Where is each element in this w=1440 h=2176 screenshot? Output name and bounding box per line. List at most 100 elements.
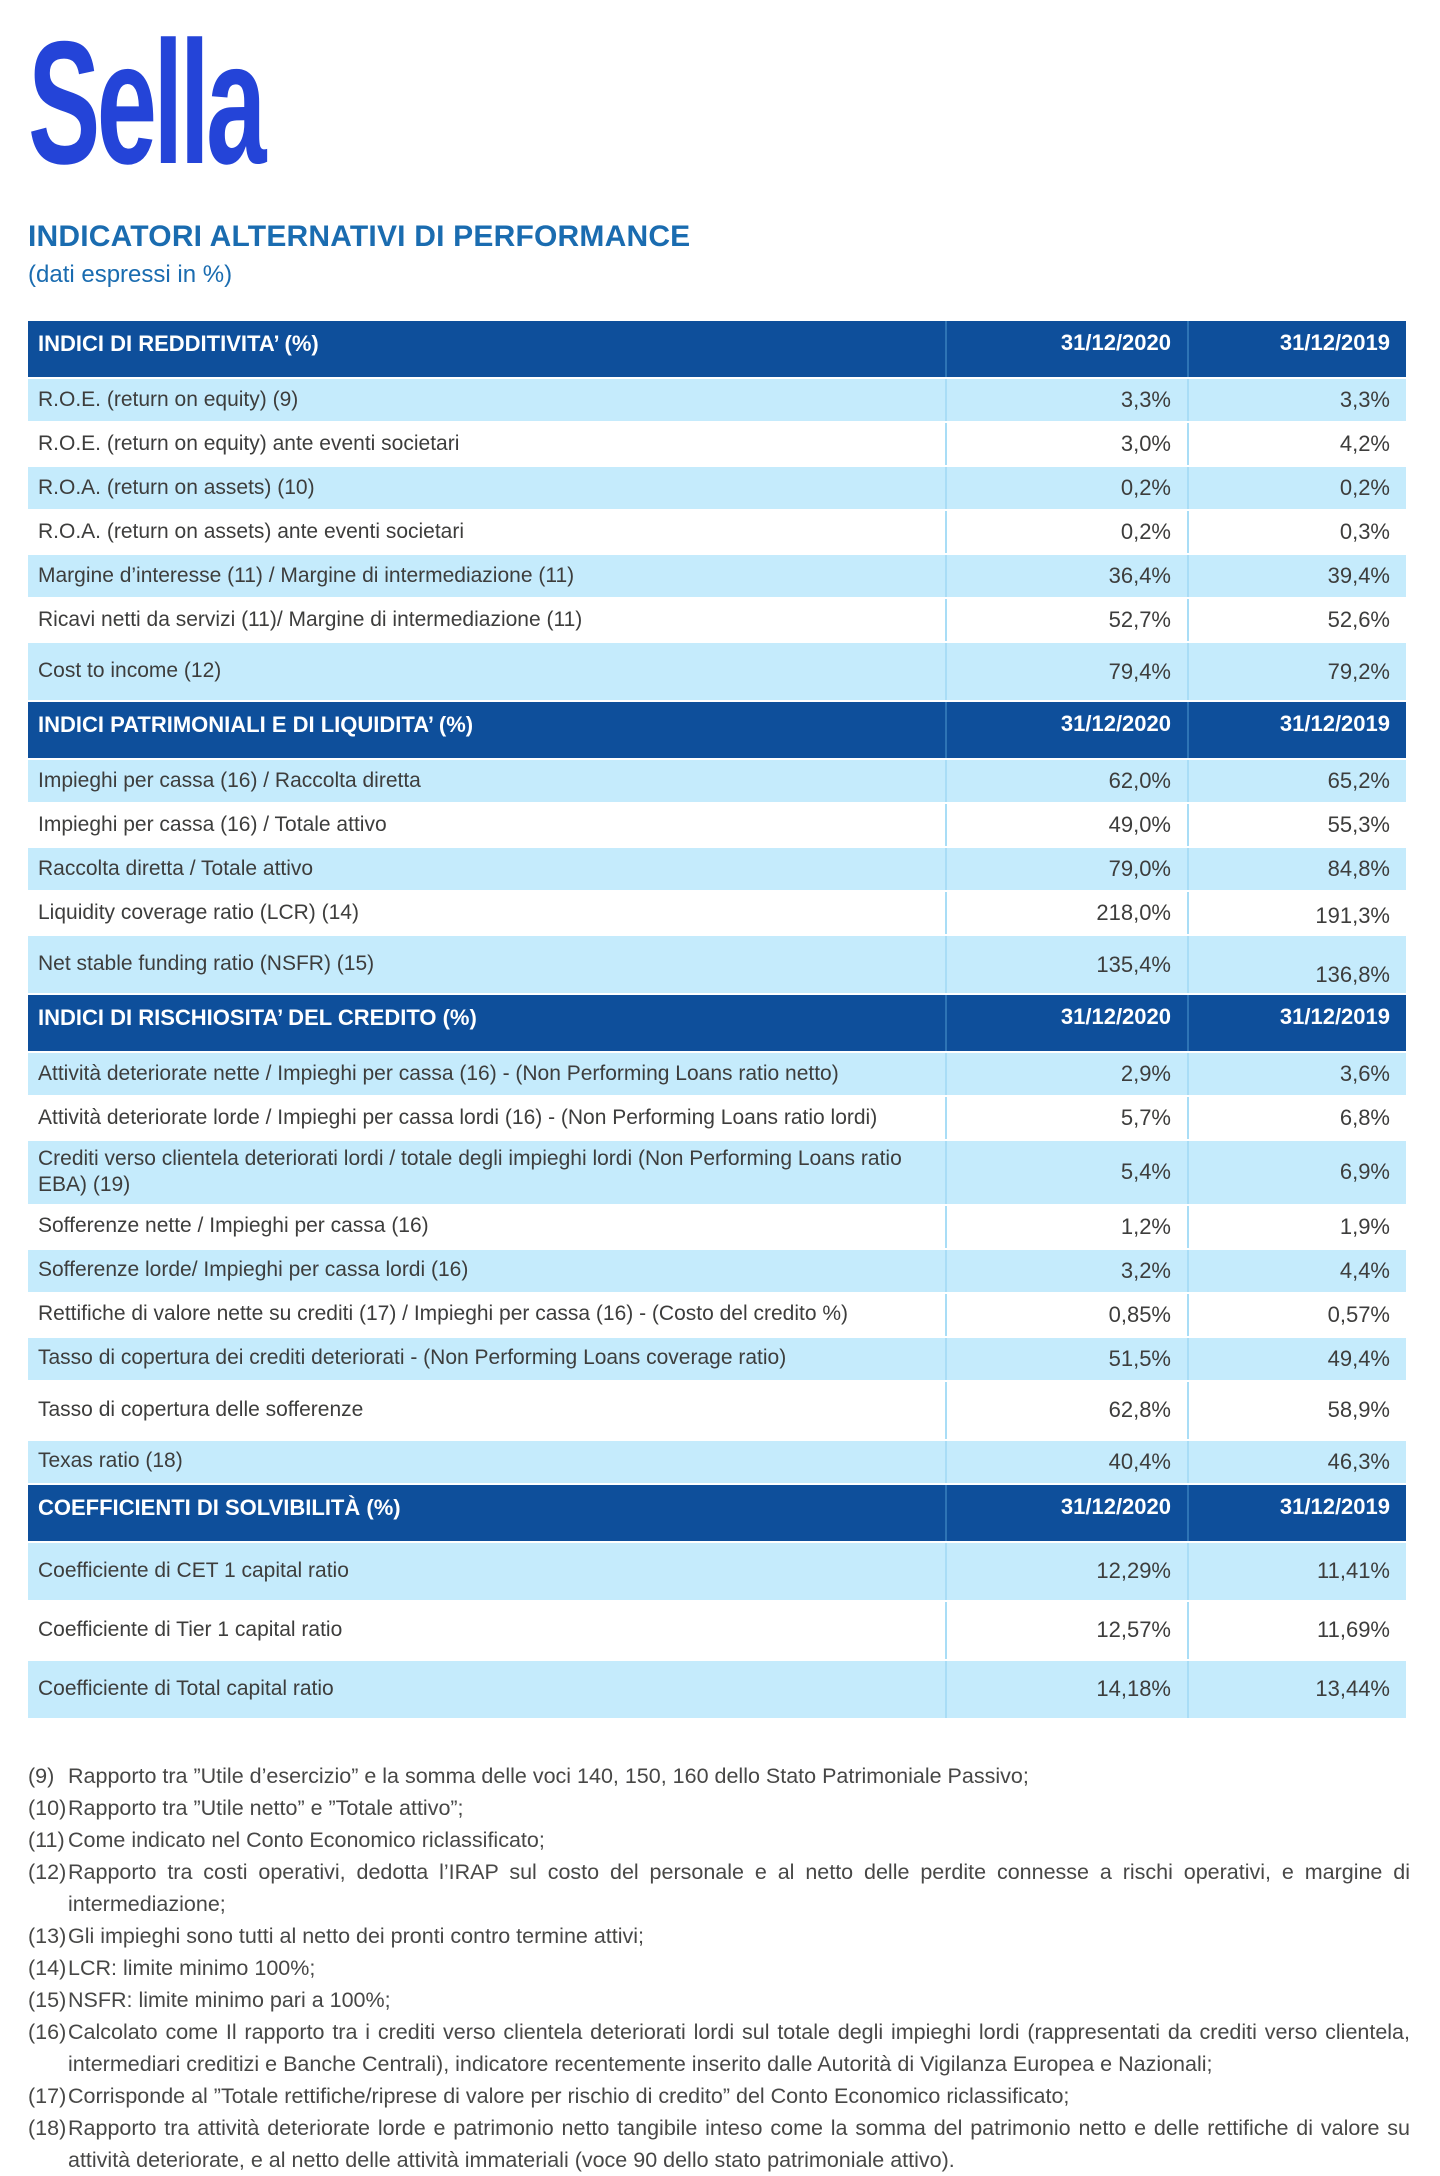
footnote: (14) LCR: limite minimo 100%;	[28, 1952, 1410, 1984]
value-2020: 79,0%	[945, 848, 1187, 890]
value-2019: 55,3%	[1187, 804, 1406, 846]
row-label: R.O.E. (return on equity) (9)	[38, 387, 299, 411]
row-label: Margine d’interesse (11) / Margine di in…	[38, 563, 575, 587]
table-row: Net stable funding ratio (NSFR) (15) 135,…	[28, 934, 1406, 993]
row-label: Raccolta diretta / Totale attivo	[38, 856, 314, 880]
footnote: (15) NSFR: limite minimo pari a 100%;	[28, 1984, 1410, 2016]
value-2019: 3,3%	[1187, 379, 1406, 421]
row-label: Tasso di copertura delle sofferenze	[38, 1397, 364, 1421]
section-header: COEFFICIENTI DI SOLVIBILITÀ (%) 31/12/202…	[28, 1482, 1406, 1541]
value-2019: 13,44%	[1187, 1660, 1406, 1718]
row-label: Coefficiente di CET 1 capital ratio	[38, 1558, 349, 1582]
table-row: Coefficiente di CET 1 capital ratio 12,29…	[28, 1540, 1406, 1600]
sella-logo: Sella	[28, 6, 266, 201]
table-row: Ricavi netti da servizi (11)/ Margine di…	[28, 597, 1406, 641]
value-2019: 1,9%	[1187, 1205, 1406, 1248]
footnote-number: (9)	[28, 1763, 55, 1788]
table-row: Attività deteriorate nette / Impieghi pe…	[28, 1051, 1406, 1095]
table-row: Texas ratio (18) 40,4% 46,3%	[28, 1438, 1406, 1483]
value-2019: 46,3%	[1187, 1440, 1406, 1483]
value-2020: 14,18%	[945, 1660, 1187, 1718]
row-label: Attività deteriorate nette / Impieghi pe…	[38, 1061, 839, 1085]
column-header-2019: 31/12/2019	[1187, 321, 1406, 377]
footnote-text: Rapporto tra attività deteriorate lorde …	[68, 2115, 1410, 2172]
row-label: Attività deteriorate lorde / Impieghi pe…	[38, 1105, 878, 1129]
table-row: R.O.E. (return on equity) ante eventi so…	[28, 421, 1406, 465]
footnote-number: (18)	[28, 2115, 67, 2140]
footnote: (13) Gli impieghi sono tutti al netto dei…	[28, 1920, 1410, 1952]
value-2020: 218,0%	[945, 892, 1187, 934]
row-label: R.O.A. (return on assets) (10)	[38, 475, 315, 499]
row-label: Coefficiente di Tier 1 capital ratio	[38, 1617, 343, 1641]
table-row: Tasso di copertura dei crediti deteriora…	[28, 1335, 1406, 1380]
footnote-text: Come indicato nel Conto Economico riclas…	[68, 1827, 545, 1852]
footnote-text: Rapporto tra ”Utile netto” e ”Totale att…	[68, 1795, 464, 1820]
value-2020: 0,2%	[945, 467, 1187, 509]
column-header-2019: 31/12/2019	[1187, 1484, 1406, 1541]
value-2020: 2,9%	[945, 1053, 1187, 1095]
section-title: INDICI DI RISCHIOSITA’ DEL CREDITO (%)	[38, 1005, 477, 1030]
value-2019: 0,2%	[1187, 467, 1406, 509]
value-2020: 79,4%	[945, 643, 1187, 700]
row-label: Impieghi per cassa (16) / Totale attivo	[38, 812, 387, 836]
section-title: COEFFICIENTI DI SOLVIBILITÀ (%)	[38, 1494, 401, 1520]
value-2019: 6,9%	[1187, 1141, 1406, 1204]
table-row: Margine d’interesse (11) / Margine di in…	[28, 553, 1406, 597]
value-2020: 3,0%	[945, 423, 1187, 465]
footnote-text: NSFR: limite minimo pari a 100%;	[68, 1987, 391, 2012]
table-row: Liquidity coverage ratio (LCR) (14) 218,0…	[28, 890, 1406, 934]
value-2020: 12,29%	[945, 1542, 1187, 1600]
value-2019: 136,8%	[1187, 936, 1406, 993]
row-label: Impieghi per cassa (16) / Raccolta diret…	[38, 768, 421, 792]
footnote: (12) Rapporto tra costi operativi, dedott…	[28, 1856, 1410, 1920]
column-header-2019: 31/12/2019	[1187, 995, 1406, 1051]
value-2019: 4,4%	[1187, 1249, 1406, 1292]
row-label: Sofferenze lorde/ Impieghi per cassa lor…	[38, 1258, 469, 1282]
footnote-number: (14)	[28, 1955, 67, 1980]
column-header-2020: 31/12/2020	[945, 1484, 1187, 1541]
table-row: Sofferenze lorde/ Impieghi per cassa lor…	[28, 1247, 1406, 1292]
row-label: Tasso di copertura dei crediti deteriora…	[38, 1346, 787, 1370]
footnote-number: (13)	[28, 1923, 67, 1948]
value-2019: 58,9%	[1187, 1381, 1406, 1439]
value-2020: 12,57%	[945, 1601, 1187, 1659]
footnote: (17) Corrisponde al ”Totale rettifiche/ri…	[28, 2080, 1410, 2112]
row-label: Cost to income (12)	[38, 659, 222, 683]
table-row: Tasso di copertura delle sofferenze 62,8%…	[28, 1379, 1406, 1439]
value-2019: 4,2%	[1187, 423, 1406, 465]
footnote-text: Corrisponde al ”Totale rettifiche/ripres…	[68, 2083, 1070, 2108]
row-label: Liquidity coverage ratio (LCR) (14)	[38, 900, 359, 924]
row-label: R.O.A. (return on assets) ante eventi so…	[38, 519, 465, 543]
row-label: Sofferenze nette / Impieghi per cassa (1…	[38, 1214, 429, 1238]
value-2020: 3,2%	[945, 1249, 1187, 1292]
value-2020: 3,3%	[945, 379, 1187, 421]
column-header-2020: 31/12/2020	[945, 321, 1187, 377]
value-2020: 0,2%	[945, 511, 1187, 553]
footnote: (11) Come indicato nel Conto Economico ri…	[28, 1824, 1410, 1856]
value-2019: 52,6%	[1187, 599, 1406, 641]
value-2020: 135,4%	[945, 936, 1187, 993]
table-row: Attività deteriorate lorde / Impieghi pe…	[28, 1095, 1406, 1139]
value-2019: 3,6%	[1187, 1053, 1406, 1095]
footnote-number: (17)	[28, 2083, 67, 2108]
footnotes: (9) Rapporto tra ”Utile d’esercizio” e la…	[28, 1760, 1410, 2176]
value-2019: 11,41%	[1187, 1542, 1406, 1600]
column-header-2020: 31/12/2020	[945, 995, 1187, 1051]
section-header: INDICI DI REDDITIVITA’ (%) 31/12/2020 31/1…	[28, 319, 1406, 377]
row-label: Crediti verso clientela deteriorati lord…	[38, 1147, 902, 1197]
value-2019: 0,57%	[1187, 1293, 1406, 1336]
section-title: INDICI DI REDDITIVITA’ (%)	[38, 331, 319, 356]
row-label: Ricavi netti da servizi (11)/ Margine di…	[38, 607, 583, 631]
value-2020: 36,4%	[945, 555, 1187, 597]
footnote-number: (12)	[28, 1859, 67, 1884]
table-row: Sofferenze nette / Impieghi per cassa (1…	[28, 1203, 1406, 1248]
table-row: Crediti verso clientela deteriorati lord…	[28, 1139, 1406, 1204]
value-2019: 79,2%	[1187, 643, 1406, 700]
footnote-text: Rapporto tra costi operativi, dedotta l’…	[68, 1859, 1410, 1916]
page-subtitle: (dati espressi in %)	[28, 261, 233, 288]
footnote-text: LCR: limite minimo 100%;	[68, 1955, 316, 1980]
footnote: (10) Rapporto tra ”Utile netto” e ”Totale…	[28, 1792, 1410, 1824]
footnote-number: (11)	[28, 1827, 65, 1852]
table-row: R.O.A. (return on assets) (10) 0,2% 0,2%	[28, 465, 1406, 509]
